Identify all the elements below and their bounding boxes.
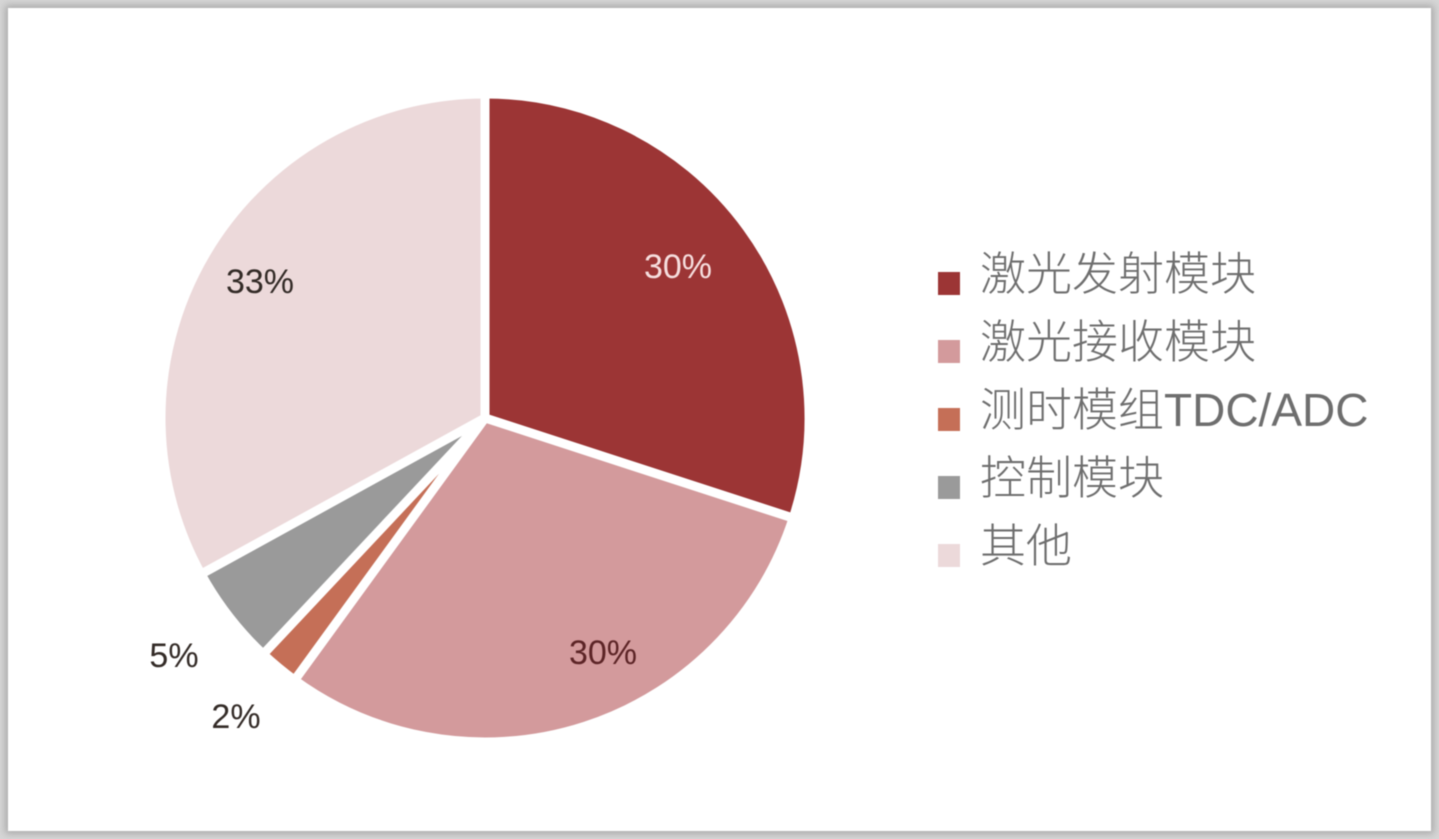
svg-text:30%: 30% — [569, 634, 637, 672]
svg-text:2%: 2% — [211, 698, 260, 736]
svg-text:33%: 33% — [226, 263, 294, 301]
svg-text:30%: 30% — [644, 248, 712, 286]
svg-text:5%: 5% — [149, 637, 198, 675]
